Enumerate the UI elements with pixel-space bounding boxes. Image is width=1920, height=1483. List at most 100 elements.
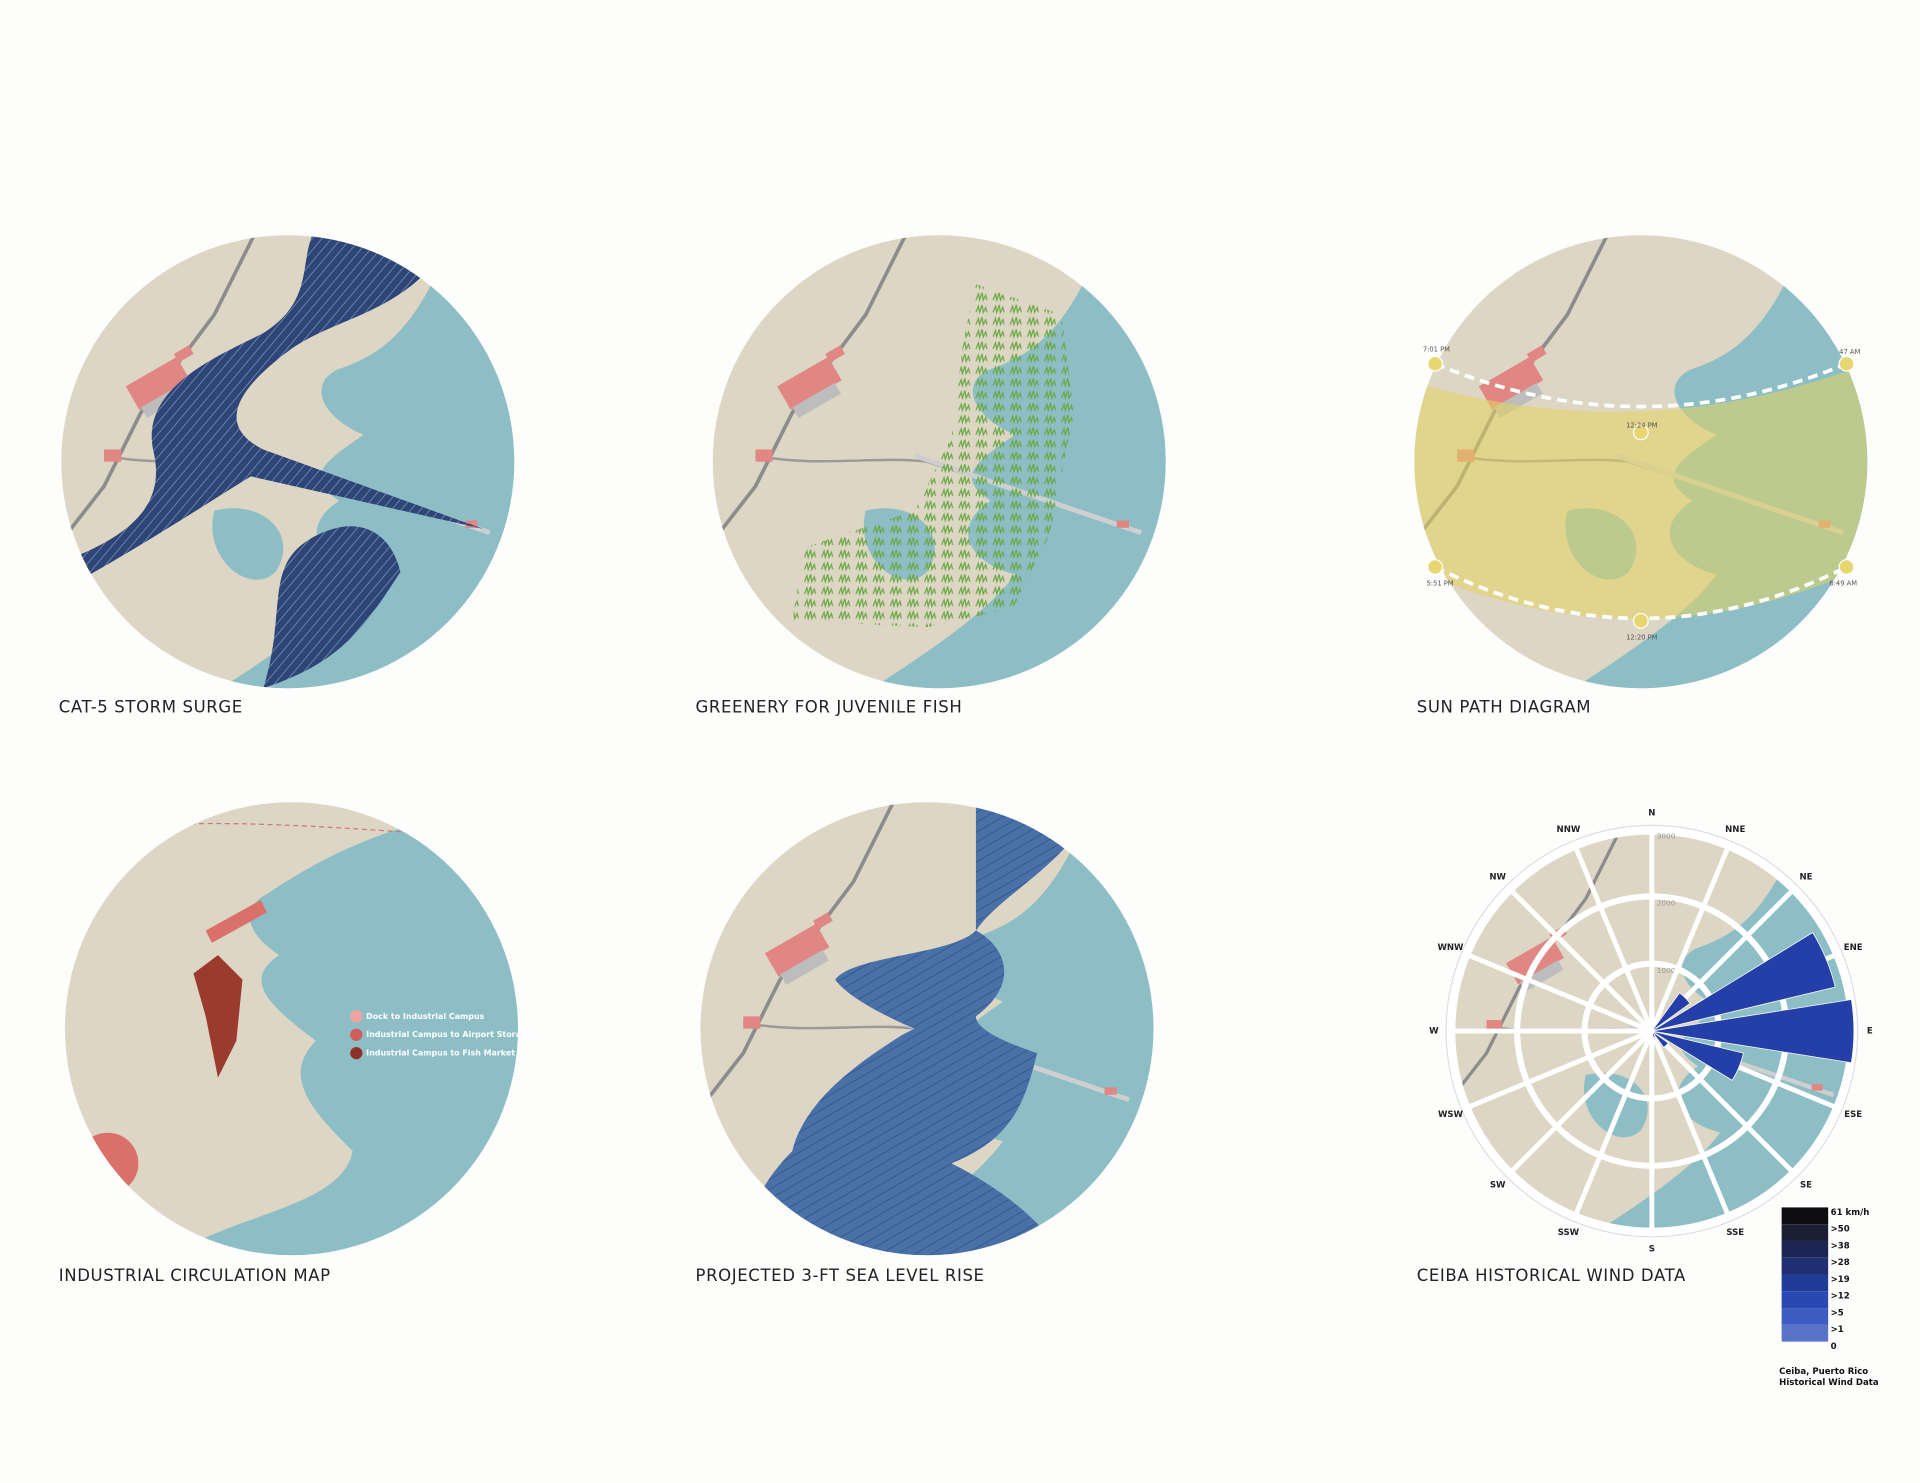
legend-swatch (1781, 1291, 1829, 1309)
legend-level: >1 (1831, 1325, 1844, 1335)
spoke (1466, 1028, 1653, 1110)
circle (1427, 559, 1444, 575)
path (70, 822, 451, 846)
legend-swatch (1781, 1224, 1829, 1241)
direction-label: W (1429, 1027, 1439, 1037)
ring-label: 1000 (1657, 966, 1676, 975)
caption: SUN PATH DIAGRAM (1417, 698, 1591, 717)
legend-swatch (1781, 1274, 1829, 1292)
legend-label: Industrial Campus to Fish Market (366, 1049, 515, 1058)
direction-label: ENE (1844, 943, 1863, 953)
direction-label: SSW (1558, 1228, 1580, 1238)
direction-label: SSE (1726, 1228, 1744, 1238)
path (1414, 363, 1868, 619)
direction-label: NNE (1725, 825, 1745, 835)
g (1414, 217, 1885, 707)
circulation-map: Dock to Industrial Campus Industrial Cam… (64, 802, 532, 1256)
direction-label: WSW (1438, 1110, 1464, 1120)
wind-bar (1651, 999, 1855, 1064)
legend-label: Dock to Industrial Campus (366, 1012, 485, 1021)
direction-label: SE (1800, 1181, 1812, 1191)
sun-path-map: 7:01 PM 47 AM 12:24 PM 5:51 PM 6:49 AM 1… (1414, 217, 1885, 707)
direction-label: WNW (1437, 943, 1464, 953)
direction-label: E (1867, 1027, 1873, 1037)
wind-bar (1651, 992, 1691, 1032)
spoke (1649, 845, 1731, 1033)
legend-level: >50 (1831, 1225, 1850, 1235)
path (205, 900, 267, 943)
spoke (1573, 845, 1655, 1033)
legend-level: 61 km/h (1831, 1208, 1870, 1218)
caption: CAT-5 STORM SURGE (59, 698, 243, 717)
path (1434, 362, 1848, 409)
sun-time: 12:20 PM (1626, 633, 1658, 641)
sun-time: 5:51 PM (1427, 579, 1454, 587)
direction-label: NW (1489, 872, 1506, 882)
direction-label: NE (1799, 872, 1812, 882)
circle (1427, 355, 1444, 372)
wind-bar (1651, 932, 1836, 1032)
ring-label: 2000 (1657, 899, 1676, 908)
route-legend: Dock to Industrial Campus Industrial Cam… (350, 1010, 532, 1060)
greenery-map (713, 217, 1184, 707)
legend-caption: Ceiba, Puerto Rico (1779, 1367, 1868, 1377)
direction-label: S (1649, 1245, 1655, 1255)
path (61, 235, 484, 591)
spoke (1649, 1030, 1731, 1217)
caption: CEIBA HISTORICAL WIND DATA (1417, 1266, 1686, 1285)
circle (77, 1132, 139, 1194)
spoke (1508, 888, 1654, 1033)
legend-level: >38 (1831, 1241, 1850, 1251)
legend-level: >19 (1831, 1275, 1850, 1285)
wind-bar (1651, 1030, 1656, 1039)
legend-swatch (1781, 1207, 1829, 1225)
legend-level: >12 (1831, 1292, 1850, 1302)
circle (1838, 559, 1855, 575)
caption: GREENERY FOR JUVENILE FISH (696, 698, 963, 717)
legend-label: Industrial Campus to Airport Storage (366, 1030, 532, 1039)
wind-rose: 1000 2000 3000 N NNE NE ENE E ESE SE SSE S SSW SW WSW W… (1429, 809, 1879, 1388)
legend-level: >5 (1831, 1308, 1844, 1318)
legend-level: >28 (1831, 1258, 1850, 1268)
path (193, 955, 243, 1078)
legend-level: 0 (1831, 1342, 1837, 1352)
sun-time: 6:49 AM (1829, 579, 1857, 587)
circle (1632, 424, 1649, 441)
wind-bar (1651, 1030, 1744, 1081)
path (743, 802, 1099, 1256)
path (144, 802, 518, 1256)
legend-swatch (1781, 1308, 1829, 1325)
sun-time: 47 AM (1839, 348, 1860, 356)
ring-label: 3000 (1657, 831, 1676, 840)
circle (1838, 355, 1855, 372)
wind-bar (1651, 1030, 1669, 1048)
direction-label: NNW (1557, 825, 1581, 835)
sun-time: 12:24 PM (1626, 421, 1658, 429)
sea-level-map (700, 802, 1171, 1256)
spoke (1508, 1029, 1654, 1174)
sun-time: 7:01 PM (1423, 346, 1450, 354)
path (792, 284, 1074, 628)
spoke (1466, 952, 1653, 1034)
caption: INDUSTRIAL CIRCULATION MAP (59, 1266, 331, 1285)
g (1427, 355, 1855, 629)
direction-label: SW (1490, 1181, 1506, 1191)
legend-swatch (1781, 1240, 1829, 1258)
storm-surge-map (61, 235, 532, 707)
legend-caption: Historical Wind Data (1779, 1378, 1879, 1388)
legend-swatch (1781, 1324, 1829, 1342)
circle (350, 1047, 363, 1060)
legend-swatch (1781, 1257, 1829, 1275)
spoke (1650, 1029, 1795, 1174)
path (263, 526, 401, 689)
circle (1632, 612, 1649, 629)
spoke (1573, 1030, 1655, 1217)
direction-label: N (1648, 809, 1655, 819)
caption: PROJECTED 3-FT SEA LEVEL RISE (696, 1266, 985, 1285)
circle (350, 1010, 363, 1023)
circle (1445, 824, 1859, 1238)
circle (350, 1028, 363, 1041)
direction-label: ESE (1844, 1110, 1862, 1120)
